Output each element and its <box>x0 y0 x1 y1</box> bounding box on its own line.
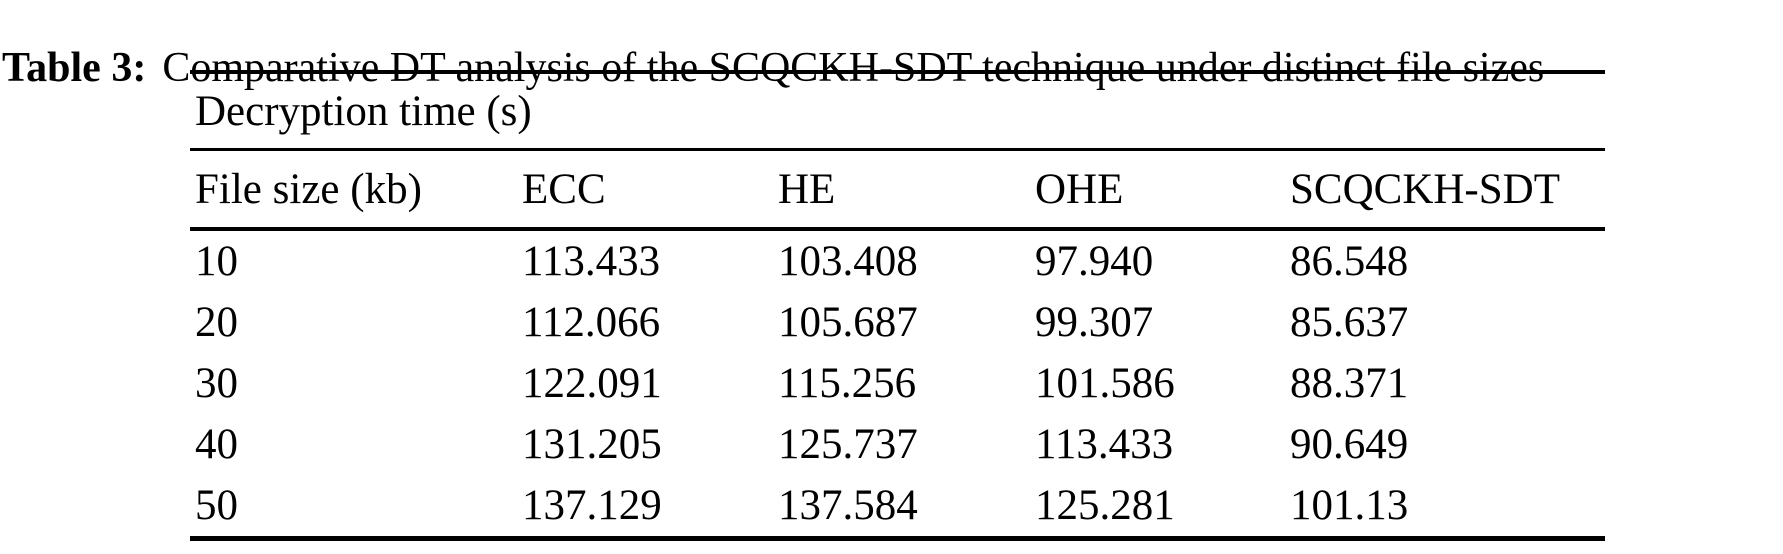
table-section-header-row: Decryption time (s) <box>190 72 1606 151</box>
cell-ecc: 131.205 <box>522 421 662 468</box>
cell-ohe: 113.433 <box>1035 421 1174 468</box>
cell-scqckh-sdt: 101.13 <box>1290 482 1409 529</box>
cell-file-size: 30 <box>195 360 238 407</box>
cell-ecc: 113.433 <box>522 238 661 285</box>
cell-file-size: 40 <box>195 421 238 468</box>
cell-he: 137.584 <box>778 482 918 529</box>
column-header-ecc: ECC <box>517 149 773 231</box>
cell-file-size: 10 <box>195 238 238 285</box>
cell-scqckh-sdt: 88.371 <box>1290 360 1409 407</box>
cell-ecc: 122.091 <box>522 360 662 407</box>
table-row: 10 113.433 103.408 97.940 86.548 <box>190 229 1605 292</box>
cell-he: 103.408 <box>778 238 918 285</box>
cell-file-size: 50 <box>195 482 238 529</box>
cell-file-size: 20 <box>195 299 238 346</box>
cell-scqckh-sdt: 90.649 <box>1290 421 1409 468</box>
cell-ecc: 112.066 <box>522 299 661 346</box>
table-header-row: File size (kb) ECC HE OHE SCQCKH-SDT <box>190 149 1606 231</box>
cell-ohe: 99.307 <box>1035 299 1154 346</box>
cell-ecc: 137.129 <box>522 482 662 529</box>
table-row: 20 112.066 105.687 99.307 85.637 <box>190 292 1605 353</box>
table-caption-label: Table 3: <box>2 45 147 91</box>
cell-scqckh-sdt: 85.637 <box>1290 299 1409 346</box>
column-header-ohe: OHE <box>1030 149 1285 231</box>
cell-he: 125.737 <box>778 421 918 468</box>
cell-ohe: 97.940 <box>1035 238 1154 285</box>
cell-ohe: 101.586 <box>1035 360 1175 407</box>
table-section-header: Decryption time (s) <box>190 72 1606 151</box>
cell-scqckh-sdt: 86.548 <box>1290 238 1409 285</box>
table-row: 50 137.129 137.584 125.281 101.13 <box>190 475 1605 539</box>
cell-he: 115.256 <box>778 360 917 407</box>
column-header-he: HE <box>773 149 1030 231</box>
cell-ohe: 125.281 <box>1035 482 1175 529</box>
table-row: 40 131.205 125.737 113.433 90.649 <box>190 414 1605 475</box>
column-header-file-size: File size (kb) <box>190 149 517 231</box>
decryption-time-table: Decryption time (s) File size (kb) ECC H… <box>190 70 1606 541</box>
cell-he: 105.687 <box>778 299 918 346</box>
table-row: 30 122.091 115.256 101.586 88.371 <box>190 353 1605 414</box>
column-header-scqckh-sdt: SCQCKH-SDT <box>1285 149 1606 231</box>
